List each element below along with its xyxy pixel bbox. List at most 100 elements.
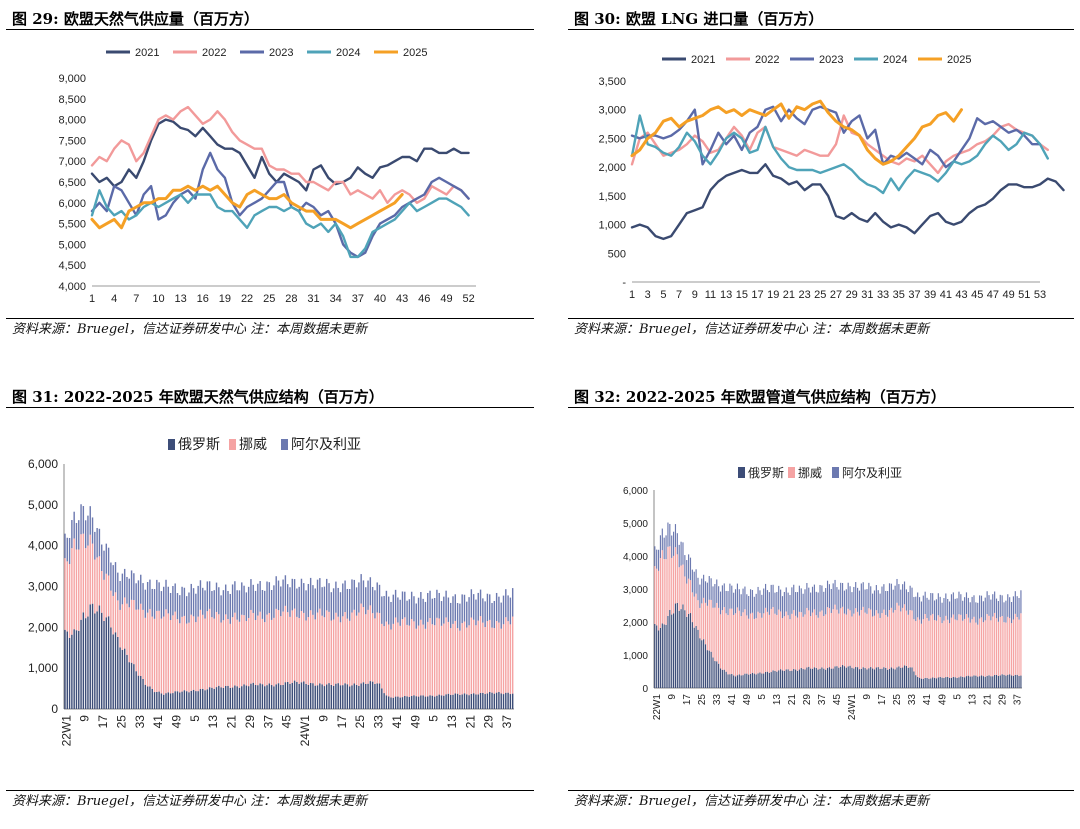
bar-segment-0 <box>342 685 344 709</box>
bar-segment-2 <box>312 585 314 615</box>
bar-segment-2 <box>695 569 697 594</box>
bar-segment-0 <box>75 630 78 709</box>
bar-segment-2 <box>146 582 149 613</box>
bar-segment-1 <box>360 603 362 684</box>
source-note: 资料来源：Bruegel，信达证券研发中心 注：本周数据未更新 <box>6 318 534 340</box>
bar-segment-2 <box>734 589 737 614</box>
bar-segment-0 <box>300 682 303 709</box>
bar-segment-0 <box>454 693 456 709</box>
bar-segment-0 <box>254 685 257 709</box>
x-tick-label: 51 <box>1018 289 1030 301</box>
bar-segment-0 <box>413 695 415 709</box>
chart-area: 0 1,000 2,000 3,000 4,000 5,000 6,000 22W1 9 17 25… <box>6 416 534 786</box>
bar-segment-1 <box>969 622 971 677</box>
bar-segment-1 <box>181 616 183 692</box>
x-tick-label: 25 <box>814 289 826 301</box>
bar-segment-0 <box>680 609 682 688</box>
bar-segment-1 <box>778 609 780 671</box>
bar-segment-0 <box>282 684 284 709</box>
bar-segment-1 <box>486 621 489 694</box>
bar-segment-1 <box>661 550 663 624</box>
bar-segment-0 <box>941 677 943 688</box>
bar-segment-2 <box>688 554 690 579</box>
bar-segment-0 <box>757 673 759 688</box>
bar-segment-1 <box>821 610 823 668</box>
bar-segment-0 <box>367 683 369 709</box>
bar-segment-2 <box>665 535 667 560</box>
bar-segment-1 <box>971 619 973 677</box>
bar-segment-1 <box>708 599 710 651</box>
panel-fig32: 图 32: 2022-2025 年欧盟管道气供应结构（百万方） 0 1,000 2,… <box>568 386 1074 826</box>
bar-segment-1 <box>870 609 872 668</box>
bar-segment-1 <box>293 608 296 681</box>
bar-segment-1 <box>275 608 277 685</box>
bar-segment-2 <box>470 589 473 618</box>
bar-segment-2 <box>693 571 695 597</box>
bar-segment-1 <box>323 617 326 687</box>
bar-segment-2 <box>153 589 156 619</box>
x-tick-label: 9 <box>78 715 92 722</box>
bar-segment-1 <box>684 576 686 611</box>
bar-segment-1 <box>879 617 881 669</box>
bar-segment-0 <box>167 692 170 709</box>
y-tick-label: 0 <box>51 702 58 716</box>
bar-segment-0 <box>495 692 498 709</box>
bar-segment-0 <box>962 676 964 688</box>
bar-segment-1 <box>176 619 179 692</box>
bar-segment-1 <box>107 575 110 617</box>
bar-segment-0 <box>738 674 740 688</box>
bar-segment-2 <box>988 595 990 616</box>
bar-segment-2 <box>498 596 500 623</box>
bar-segment-1 <box>500 628 502 694</box>
bar-segment-1 <box>988 615 990 676</box>
bar-segment-0 <box>202 688 204 709</box>
bar-segment-0 <box>110 627 112 709</box>
bar-segment-1 <box>1016 617 1018 675</box>
bar-segment-1 <box>206 611 209 690</box>
bar-segment-2 <box>252 584 254 613</box>
bar-segment-2 <box>362 580 365 608</box>
bar-segment-1 <box>791 613 793 671</box>
bar-segment-0 <box>188 692 190 709</box>
y-tick-label: 6,500 <box>58 177 86 189</box>
bar-segment-1 <box>128 607 130 663</box>
bar-segment-2 <box>181 586 183 617</box>
bar-segment-2 <box>676 533 678 555</box>
bar-segment-0 <box>234 685 236 709</box>
bar-segment-2 <box>872 593 874 617</box>
bar-segment-2 <box>738 589 740 611</box>
bar-segment-0 <box>787 669 789 688</box>
bar-segment-0 <box>346 684 349 709</box>
bar-segment-0 <box>817 669 819 688</box>
bar-segment-2 <box>321 587 323 616</box>
bar-segment-2 <box>114 562 117 593</box>
bar-segment-0 <box>135 671 137 709</box>
bar-segment-2 <box>885 591 887 615</box>
bar-segment-0 <box>804 669 806 688</box>
bar-segment-2 <box>945 593 947 616</box>
bar-segment-1 <box>808 610 810 667</box>
bar-segment-0 <box>693 627 695 688</box>
bar-segment-2 <box>468 597 470 626</box>
bar-segment-0 <box>657 630 660 688</box>
bar-segment-2 <box>706 582 708 606</box>
x-tick-label: 9 <box>667 694 678 700</box>
bar-segment-1 <box>491 627 493 693</box>
bar-segment-1 <box>234 612 236 686</box>
bar-segment-1 <box>748 618 750 675</box>
bar-segment-0 <box>866 669 868 688</box>
bar-segment-1 <box>933 620 936 678</box>
bar-segment-2 <box>795 592 797 616</box>
bar-segment-1 <box>952 614 954 677</box>
bar-segment-1 <box>270 619 273 686</box>
bar-segment-1 <box>719 614 722 669</box>
y-tick-label: 4,500 <box>58 260 86 272</box>
bar-segment-0 <box>932 677 934 688</box>
bar-segment-2 <box>371 586 374 614</box>
bar-segment-1 <box>740 616 742 676</box>
x-tick-label: 5 <box>757 694 768 700</box>
bar-segment-2 <box>1007 594 1009 617</box>
bar-segment-0 <box>885 667 887 688</box>
bar-segment-0 <box>905 665 907 688</box>
